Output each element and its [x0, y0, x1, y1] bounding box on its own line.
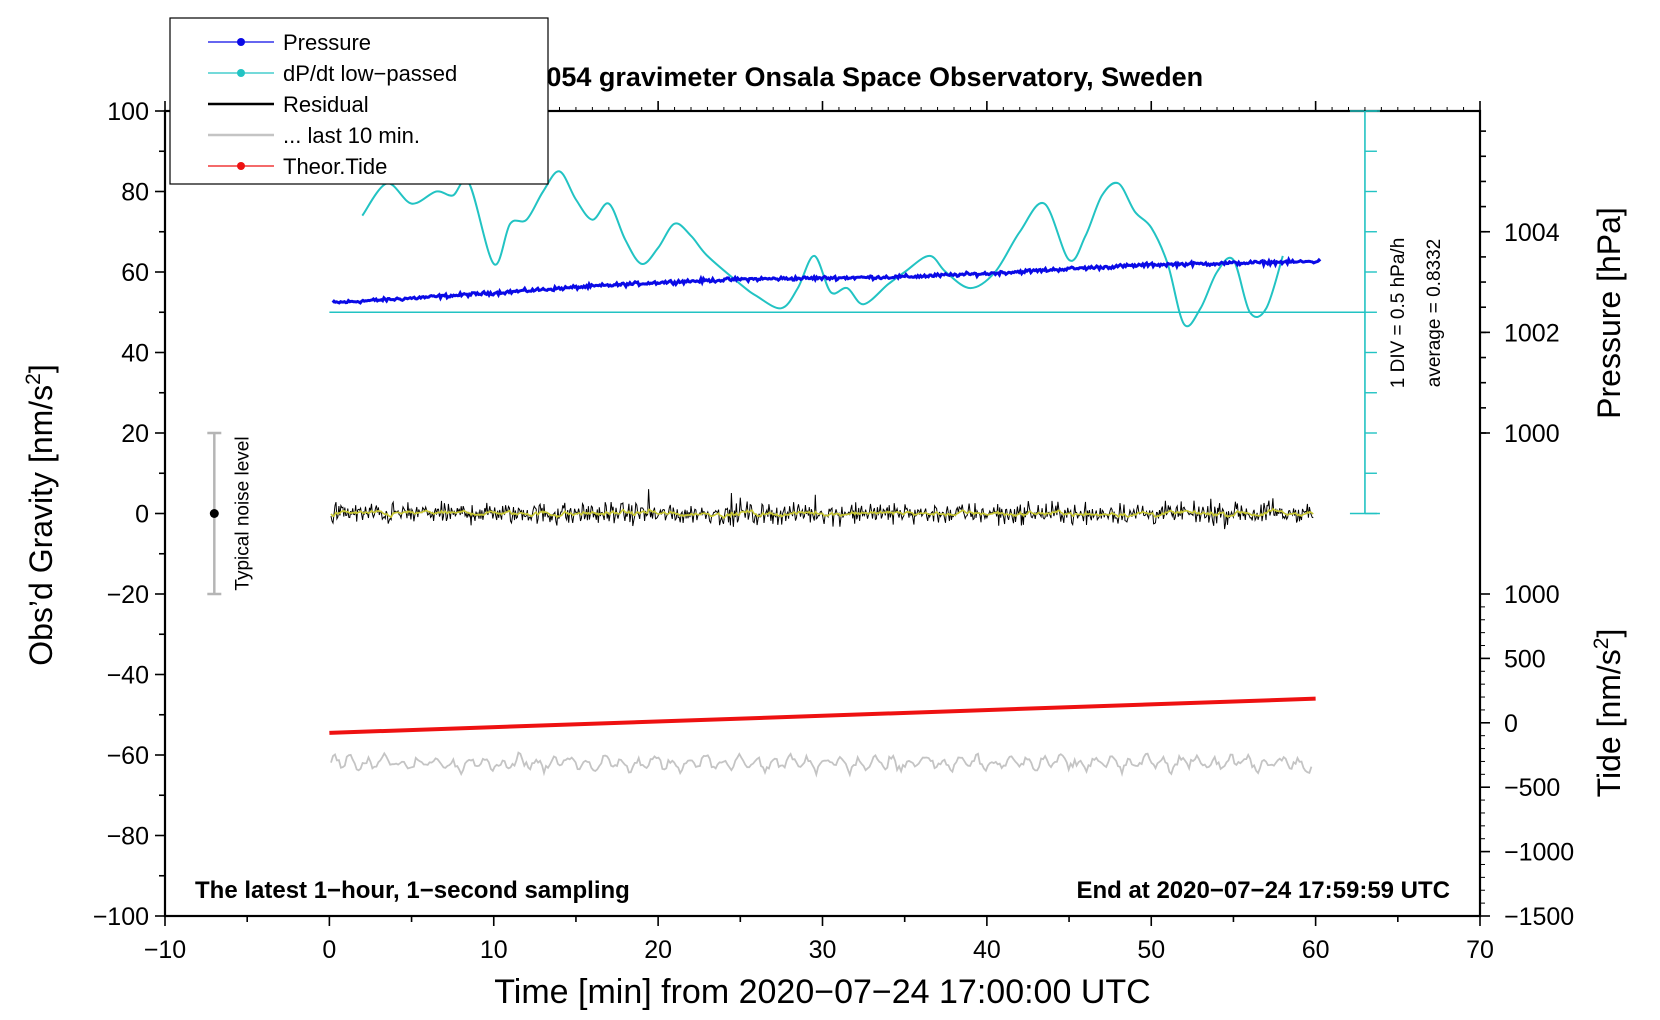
tide-tick-label: −1000	[1504, 839, 1574, 867]
tide-tick-label: 0	[1504, 710, 1518, 738]
tide-axis-title: Tide [nm/s2]	[1590, 629, 1627, 798]
y-tick-label: −60	[107, 742, 149, 770]
x-axis-title: Time [min] from 2020−07−24 17:00:00 UTC	[494, 973, 1150, 1011]
legend-label: ... last 10 min.	[283, 123, 420, 148]
y-tick-label: 60	[121, 259, 149, 287]
dpdt-series-line	[361, 170, 1284, 328]
x-tick-label: 60	[1302, 936, 1330, 964]
legend-label: Pressure	[283, 30, 371, 55]
y-axis-title: Obs’d Gravity [nm/s2]	[22, 364, 59, 666]
x-tick-label: −10	[144, 936, 186, 964]
sampling-label: The latest 1−hour, 1−second sampling	[195, 877, 630, 904]
tide-tick-label: −1500	[1504, 903, 1574, 931]
x-tick-label: 20	[644, 936, 672, 964]
axes-group: −10 0 10 20 30 40 50 60 70−100−80−60−40−20020406…	[22, 62, 1627, 1011]
end-time-label: End at 2020−07−24 17:59:59 UTC	[1076, 877, 1450, 904]
x-tick-label: 10	[480, 936, 508, 964]
y-tick-label: 100	[107, 98, 149, 126]
chart-title: SCG_054 gravimeter Onsala Space Observat…	[473, 62, 1203, 92]
tide-tick-label: 500	[1504, 645, 1546, 673]
legend: Pressure dP/dt low−passed Residual ... last…	[169, 17, 549, 185]
y-tick-label: −100	[93, 903, 149, 931]
annotations-group: Typical noise level 1 DIV = 0.5 hPa/h aver…	[195, 238, 1450, 904]
x-tick-label: 30	[809, 936, 837, 964]
legend-label: Theor.Tide	[283, 154, 387, 179]
y-tick-label: −40	[107, 662, 149, 690]
pressure-axis-title: Pressure [hPa]	[1591, 207, 1627, 419]
legend-label: Residual	[283, 92, 369, 117]
y-tick-label: −20	[107, 581, 149, 609]
legend-box	[169, 17, 549, 185]
y-tick-label: 80	[121, 179, 149, 207]
y-tick-label: −80	[107, 823, 149, 851]
residual-series-line	[330, 489, 1314, 530]
residual-smoothed-line	[330, 507, 1314, 519]
noise-point	[209, 509, 219, 518]
div-scale-label: 1 DIV = 0.5 hPa/h	[1388, 238, 1409, 389]
tide-tick-label: −500	[1504, 774, 1560, 802]
pressure-tick-label: 1002	[1504, 319, 1560, 347]
series-group	[329, 110, 1380, 778]
x-tick-label: 50	[1137, 936, 1165, 964]
x-tick-label: 40	[973, 936, 1001, 964]
noise-label: Typical noise level	[232, 436, 253, 590]
pressure-tick-label: 1004	[1504, 219, 1560, 247]
legend-marker	[237, 38, 245, 46]
x-tick-label: 70	[1466, 936, 1494, 964]
average-label: average = 0.8332	[1424, 239, 1445, 387]
y-tick-label: 0	[135, 501, 149, 529]
legend-marker	[237, 162, 245, 170]
tide-tick-label: 1000	[1504, 581, 1560, 609]
y-tick-label: 20	[121, 420, 149, 448]
tide-series-line	[329, 696, 1316, 735]
last10min-series-line	[330, 751, 1313, 778]
legend-label: dP/dt low−passed	[283, 61, 457, 86]
pressure-tick-label: 1000	[1504, 420, 1560, 448]
pressure-series-line	[331, 255, 1322, 305]
x-tick-label: 0	[322, 936, 336, 964]
y-tick-label: 40	[121, 340, 149, 368]
legend-marker	[237, 69, 245, 77]
